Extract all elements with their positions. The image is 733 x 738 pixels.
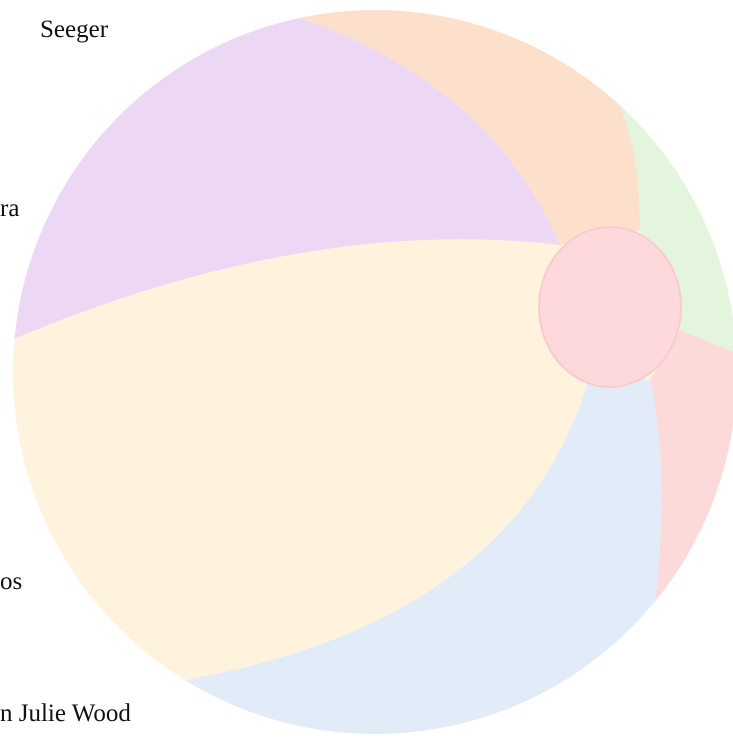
beach-ball: [0, 0, 733, 738]
panel-pink: [650, 330, 733, 738]
ball-cap: [539, 227, 681, 387]
page: Seeger ra os n Julie Wood (() => { const…: [0, 0, 733, 738]
